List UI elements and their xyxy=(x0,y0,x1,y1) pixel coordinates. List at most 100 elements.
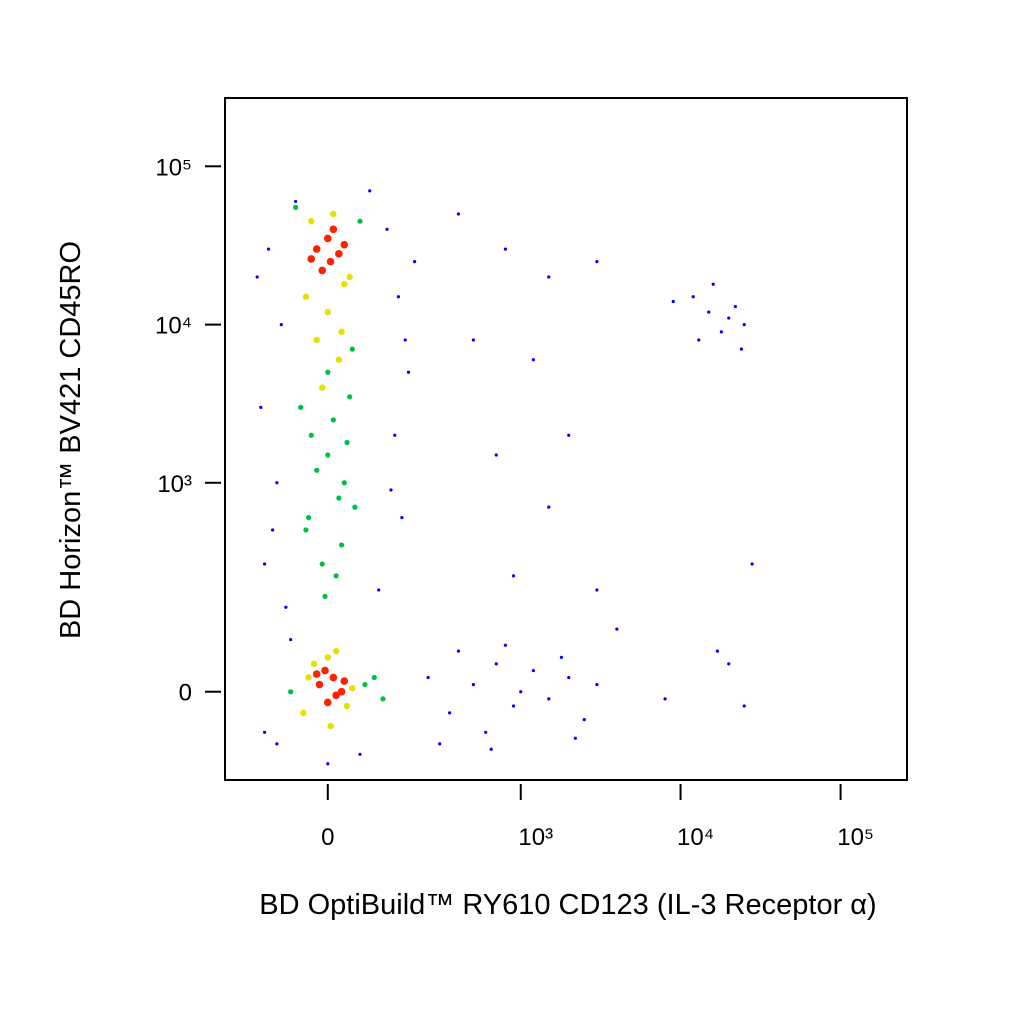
y-tick-label: 0 xyxy=(179,680,192,707)
data-point xyxy=(262,730,267,734)
y-axis-title: BD Horizon™ BV421 CD45RO xyxy=(55,241,87,639)
data-point xyxy=(349,684,356,692)
data-point xyxy=(547,697,551,701)
data-point xyxy=(313,336,320,344)
data-point xyxy=(567,433,571,437)
data-point xyxy=(298,404,304,410)
x-tick-label: 10⁵ xyxy=(837,824,874,851)
data-point xyxy=(324,308,331,316)
data-point xyxy=(715,649,720,653)
data-point xyxy=(312,670,321,678)
data-point xyxy=(288,689,294,695)
data-point xyxy=(371,674,377,681)
data-point xyxy=(357,218,363,224)
data-point xyxy=(484,730,488,734)
data-point xyxy=(322,593,328,600)
data-point xyxy=(340,240,349,249)
data-point xyxy=(344,439,350,446)
data-point xyxy=(262,562,267,566)
data-point xyxy=(319,561,325,567)
y-tick-label: 10⁵ xyxy=(155,154,192,181)
data-point xyxy=(573,736,577,740)
data-point xyxy=(595,682,599,687)
data-point xyxy=(338,328,345,336)
data-point xyxy=(312,245,321,253)
data-point xyxy=(750,562,754,566)
data-point xyxy=(324,654,331,661)
data-point xyxy=(323,234,332,243)
data-point xyxy=(329,673,338,682)
data-point xyxy=(341,480,347,486)
data-point xyxy=(742,323,746,327)
x-tick-label: 0 xyxy=(321,824,334,851)
data-point xyxy=(289,637,293,642)
data-point xyxy=(335,356,343,363)
data-point xyxy=(697,338,701,342)
data-point xyxy=(389,488,393,492)
data-point xyxy=(303,527,309,533)
data-point xyxy=(393,433,397,437)
data-point xyxy=(448,711,452,715)
data-point xyxy=(396,295,401,299)
data-point xyxy=(349,346,355,352)
data-point xyxy=(362,681,368,688)
data-point xyxy=(615,627,619,631)
data-point xyxy=(332,691,340,700)
data-point xyxy=(302,293,310,300)
data-point xyxy=(711,282,715,286)
data-point xyxy=(343,702,351,710)
data-point xyxy=(719,330,723,334)
data-point xyxy=(489,747,493,751)
data-point xyxy=(438,742,442,746)
data-point xyxy=(326,762,330,766)
data-point xyxy=(471,338,475,342)
data-point xyxy=(333,573,339,579)
data-point xyxy=(266,247,271,251)
data-point xyxy=(325,452,331,458)
data-point xyxy=(321,666,329,675)
data-point xyxy=(707,310,711,314)
data-point xyxy=(275,481,279,485)
data-point xyxy=(742,704,746,708)
data-point xyxy=(559,655,564,659)
data-point xyxy=(503,247,508,251)
data-point xyxy=(329,225,338,234)
data-point xyxy=(511,704,516,708)
data-point xyxy=(595,588,599,592)
data-point xyxy=(519,690,523,694)
data-point xyxy=(380,696,386,702)
data-point xyxy=(337,687,346,696)
data-point xyxy=(547,275,551,279)
data-point xyxy=(259,405,263,409)
x-axis-title: BD OptiBuild™ RY610 CD123 (IL-3 Receptor… xyxy=(259,889,876,921)
data-point xyxy=(727,316,731,320)
data-point xyxy=(340,677,349,685)
data-point xyxy=(307,255,316,263)
data-point xyxy=(691,295,695,299)
data-point xyxy=(403,338,407,342)
data-point xyxy=(300,709,307,717)
data-point xyxy=(727,662,731,666)
data-point xyxy=(368,189,372,193)
data-point xyxy=(413,260,417,264)
data-point xyxy=(471,682,475,687)
data-point xyxy=(739,347,743,351)
data-point xyxy=(271,528,275,532)
data-point xyxy=(325,369,331,375)
data-point xyxy=(346,273,353,281)
plot-frame xyxy=(224,97,908,781)
data-point xyxy=(305,674,312,681)
data-point xyxy=(315,680,324,689)
data-point xyxy=(582,718,586,722)
data-point xyxy=(327,722,334,730)
data-point xyxy=(531,358,535,362)
data-point xyxy=(308,217,315,225)
data-point xyxy=(503,643,508,647)
data-point xyxy=(275,742,279,746)
data-point xyxy=(292,204,299,211)
data-point xyxy=(326,257,335,266)
y-tick-label: 10³ xyxy=(157,471,192,498)
data-point xyxy=(377,588,381,592)
data-point xyxy=(336,495,342,501)
